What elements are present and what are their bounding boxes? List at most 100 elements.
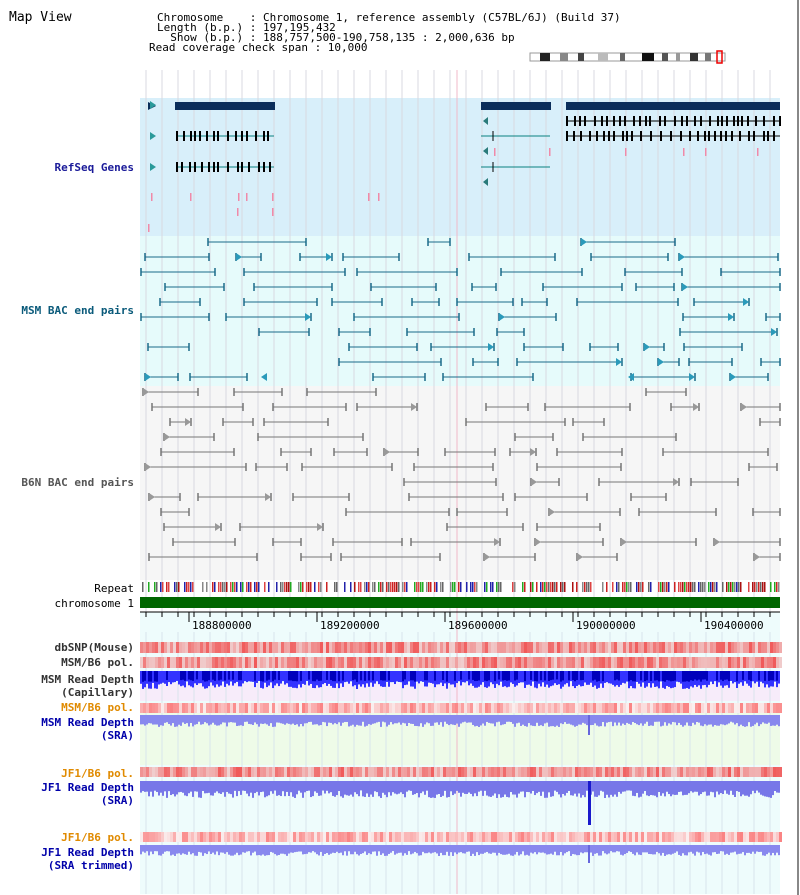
depth-bar: [514, 781, 516, 795]
depth-bar: [622, 845, 624, 856]
heat-cell: [743, 767, 746, 777]
track-label-jf1-depth-trim[interactable]: JF1 Read Depth: [41, 846, 134, 859]
depth-bar: [622, 781, 624, 792]
heat-cell: [278, 832, 281, 842]
track-label-msm-bac[interactable]: MSM BAC end pairs: [21, 304, 134, 317]
depth-bar: [434, 715, 436, 723]
track-label-b6n-bac[interactable]: B6N BAC end pairs: [21, 476, 134, 489]
heat-cell: [719, 767, 722, 777]
depth-bar: [736, 845, 738, 855]
depth-bar: [150, 715, 152, 724]
heat-cell: [383, 657, 386, 668]
heat-cell: [659, 642, 662, 653]
heat-cell: [473, 657, 476, 668]
depth-bar: [548, 671, 550, 681]
depth-bar: [278, 671, 280, 681]
heat-cell: [563, 832, 566, 842]
depth-bar: [424, 671, 426, 681]
depth-bar: [482, 845, 484, 854]
depth-bar: [738, 671, 740, 684]
depth-bar: [256, 715, 258, 725]
depth-bar: [158, 845, 160, 856]
heat-cell: [158, 642, 161, 653]
depth-bar: [550, 671, 552, 681]
depth-bar: [696, 715, 698, 722]
depth-bar: [756, 715, 758, 723]
depth-bar: [178, 715, 180, 725]
repeat-mark: [206, 582, 208, 592]
depth-bar: [212, 781, 214, 796]
track-label-jf1-depth-sra[interactable]: JF1 Read Depth: [41, 781, 134, 794]
depth-bar: [736, 781, 738, 792]
depth-bar: [240, 781, 242, 795]
depth-bar: [532, 671, 534, 682]
repeat-mark: [548, 582, 550, 592]
depth-bar: [382, 781, 384, 793]
track-label-dbsnp[interactable]: dbSNP(Mouse): [54, 641, 134, 654]
heat-cell: [458, 832, 461, 842]
depth-bar: [244, 781, 246, 791]
axis-tick-label: 190400000: [704, 619, 764, 632]
depth-bar: [712, 781, 714, 793]
depth-bar: [450, 715, 452, 725]
depth-bar: [140, 845, 142, 855]
heat-cell: [239, 642, 242, 653]
depth-bar: [746, 671, 748, 684]
track-label-msm-b6-pol[interactable]: MSM/B6 pol.: [61, 656, 134, 669]
depth-bar: [640, 715, 642, 724]
bac-arrow: [682, 283, 688, 291]
heat-cell: [434, 832, 437, 842]
heat-cell: [506, 767, 509, 777]
heat-cell: [506, 832, 509, 842]
depth-bar: [678, 671, 680, 683]
heat-cell: [257, 832, 260, 842]
bac-arrow: [143, 388, 149, 396]
depth-bar: [424, 845, 426, 854]
depth-bar: [480, 845, 482, 854]
heat-cell: [743, 642, 746, 653]
heat-cell: [668, 767, 671, 777]
gene-exon: [640, 131, 642, 141]
track-label-refseq[interactable]: RefSeq Genes: [54, 161, 134, 174]
depth-bar: [666, 671, 668, 680]
heat-cell: [644, 703, 647, 713]
heat-cell: [569, 832, 572, 842]
heat-cell: [482, 767, 485, 777]
depth-bar: [738, 781, 740, 792]
heat-cell: [413, 703, 416, 713]
depth-bar: [422, 781, 424, 792]
repeat-mark: [636, 582, 638, 592]
depth-bar: [358, 715, 360, 726]
track-label-jf1-b6-pol[interactable]: JF1/B6 pol.: [61, 767, 134, 780]
depth-bar: [584, 715, 586, 724]
track-label-msm-b6-pol-2[interactable]: MSM/B6 pol.: [61, 701, 134, 714]
depth-bar: [520, 845, 522, 855]
depth-bar: [628, 781, 630, 791]
depth-bar: [454, 845, 456, 853]
depth-bar: [234, 781, 236, 791]
heat-cell: [761, 642, 764, 653]
depth-bar: [626, 781, 628, 791]
heat-cell: [362, 767, 365, 777]
heat-cell: [479, 642, 482, 653]
heat-cell: [191, 642, 194, 653]
depth-bar: [618, 845, 620, 852]
depth-bar: [622, 715, 624, 724]
heat-cell: [779, 703, 782, 713]
repeat-mark: [716, 582, 718, 592]
track-label-msm-depth-cap[interactable]: MSM Read Depth: [41, 673, 134, 686]
heat-cell: [161, 642, 164, 653]
depth-bar: [676, 781, 678, 795]
depth-bar: [170, 715, 172, 726]
repeat-mark: [314, 582, 316, 592]
heat-cell: [302, 642, 305, 653]
depth-bar: [428, 845, 430, 853]
depth-bar: [598, 781, 600, 796]
depth-bar: [778, 671, 780, 684]
track-label-msm-depth-sra[interactable]: MSM Read Depth: [41, 716, 134, 729]
heat-cell: [215, 767, 218, 777]
repeat-mark: [760, 582, 762, 592]
repeat-mark: [242, 582, 244, 592]
track-label-jf1-b6-pol-2[interactable]: JF1/B6 pol.: [61, 831, 134, 844]
